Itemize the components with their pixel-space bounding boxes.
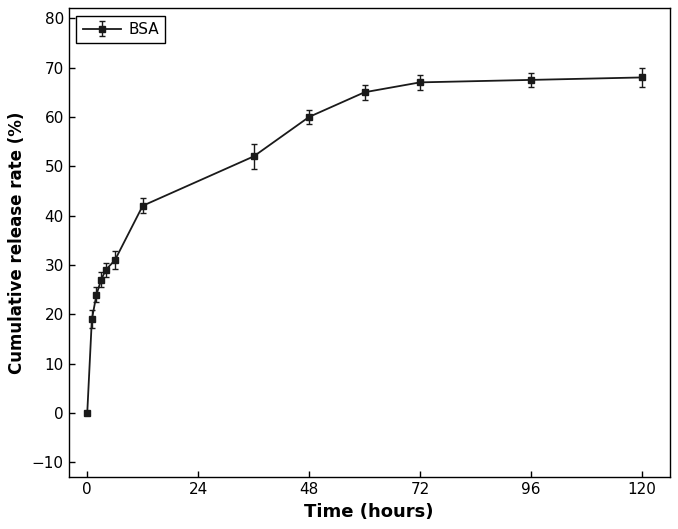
Legend: BSA: BSA	[77, 16, 165, 43]
X-axis label: Time (hours): Time (hours)	[304, 503, 434, 521]
Y-axis label: Cumulative release rate (%): Cumulative release rate (%)	[8, 112, 26, 374]
